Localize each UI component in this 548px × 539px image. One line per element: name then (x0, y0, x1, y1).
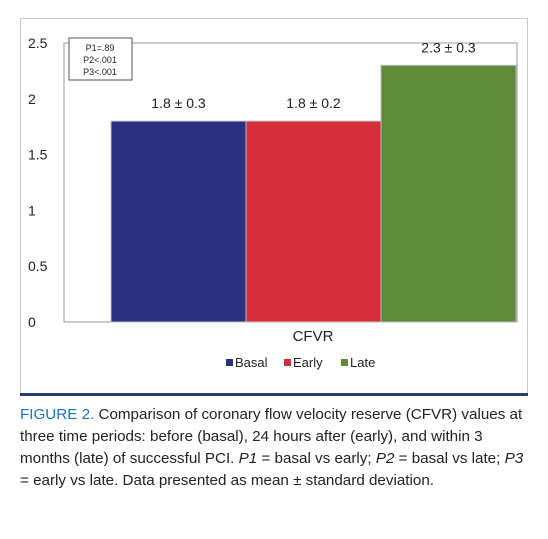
caption-p2: P2 (375, 450, 395, 467)
data-label-basal: 1.8 ± 0.3 (151, 95, 206, 111)
p-value-line: P3<.001 (83, 67, 117, 77)
caption-text-1: Comparison of coronary flow velocity res… (20, 406, 523, 467)
p-value-line: P2<.001 (83, 55, 117, 65)
bar-chart: 0 0.5 1 1.5 2 2.5 1.8 ± 0.3 1.8 ± 0.2 2.3 ± 0.3 C… (28, 35, 518, 370)
caption-text-3: = basal vs late; (394, 450, 505, 467)
caption-p1: P1 (238, 450, 258, 467)
figure-label: FIGURE 2. (20, 406, 95, 423)
figure-caption: FIGURE 2. Comparison of coronary flow ve… (20, 404, 530, 492)
legend-swatch-early (284, 359, 291, 366)
y-tick-label: 2 (28, 91, 36, 107)
bar-basal (110, 120, 247, 323)
p-value-line: P1=.89 (86, 43, 115, 53)
y-tick-label: 1 (28, 202, 36, 218)
x-category-label: CFVR (293, 328, 334, 345)
data-label-early: 1.8 ± 0.2 (286, 95, 341, 111)
y-tick-label: 0.5 (28, 258, 48, 274)
y-tick-label: 1.5 (28, 147, 48, 163)
caption-text-2: = basal vs early; (257, 450, 376, 467)
legend-label-early: Early (293, 355, 323, 370)
data-label-late: 2.3 ± 0.3 (421, 39, 476, 55)
y-tick-label: 0 (28, 314, 36, 330)
figure-divider (20, 393, 528, 396)
legend-label-basal: Basal (235, 355, 268, 370)
caption-p3: P3 (504, 450, 524, 467)
bar-early (245, 120, 382, 323)
legend-swatch-basal (226, 359, 233, 366)
p-value-box (68, 37, 133, 81)
caption-text-4: = early vs late. Data presented as mean … (20, 472, 434, 489)
legend-label-late: Late (350, 355, 375, 370)
bar-late (380, 64, 517, 323)
legend-swatch-late (341, 359, 348, 366)
y-tick-label: 2.5 (28, 35, 48, 51)
